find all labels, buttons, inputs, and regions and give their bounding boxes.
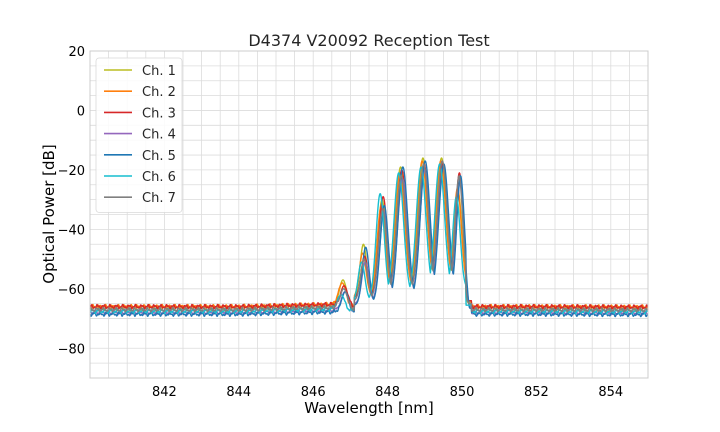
plot-frame (89, 50, 649, 379)
y-tick-label: −80 (58, 342, 85, 357)
series-line-ch-7 (89, 160, 649, 313)
x-tick-label: 848 (375, 385, 400, 400)
legend: Ch. 1 Ch. 2 Ch. 3 Ch. 4 Ch. 5 Ch. 6 Ch. 7 (95, 57, 183, 213)
legend-label: Ch. 5 (142, 149, 176, 164)
legend-label: Ch. 2 (142, 85, 176, 100)
legend-label: Ch. 3 (142, 106, 176, 121)
y-tick-label: −40 (58, 223, 85, 238)
y-tick-label: 20 (68, 45, 85, 60)
x-tick-label: 842 (152, 385, 177, 400)
legend-label: Ch. 6 (142, 170, 176, 185)
x-axis-label: Wavelength [nm] (304, 399, 434, 417)
y-tick-label: −60 (58, 283, 85, 298)
y-tick-labels: 20 0 −20 −40 −60 −80 (58, 45, 85, 357)
grid (89, 50, 649, 379)
x-tick-label: 854 (598, 385, 623, 400)
x-tick-label: 852 (524, 385, 549, 400)
x-tick-label: 850 (450, 385, 475, 400)
legend-box (95, 57, 183, 213)
chart-title: D4374 V20092 Reception Test (248, 31, 489, 50)
y-tick-label: 0 (77, 104, 85, 119)
legend-label: Ch. 7 (142, 191, 176, 206)
x-tick-labels: 842 844 846 848 850 852 854 (152, 385, 623, 400)
legend-label: Ch. 1 (142, 64, 176, 79)
plot-series (89, 157, 649, 318)
x-tick-label: 846 (301, 385, 326, 400)
legend-label: Ch. 4 (142, 128, 176, 143)
y-tick-label: −20 (58, 164, 85, 179)
y-axis-label: Optical Power [dB] (40, 144, 58, 283)
x-tick-label: 844 (226, 385, 251, 400)
